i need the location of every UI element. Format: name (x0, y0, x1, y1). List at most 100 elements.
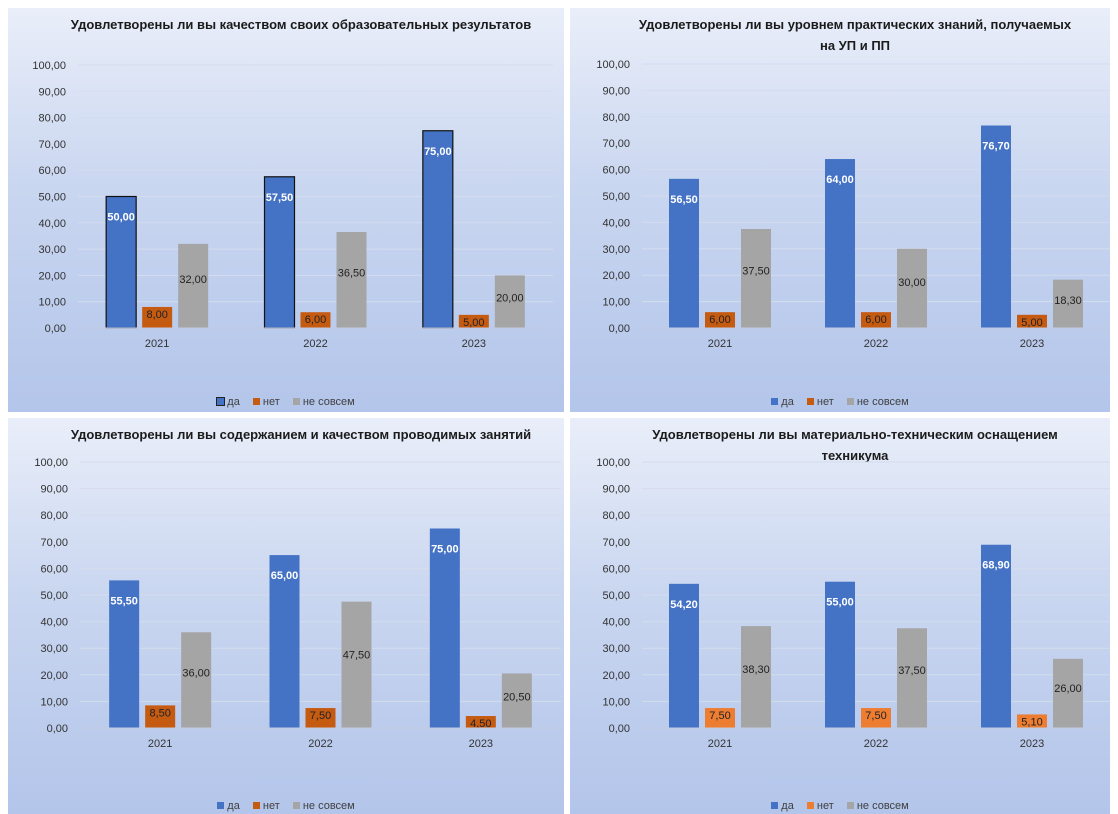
data-label: 4,50 (470, 718, 491, 730)
bar-ne-sovsem (341, 601, 372, 728)
y-tick-label: 20,00 (602, 670, 630, 682)
data-label: 20,00 (496, 292, 524, 304)
legend-swatch-ne-sovsem (846, 398, 854, 405)
chart-plot: 0,00 10,00 20,00 30,00 40,00 50,00 60,00 70,00 8… (32, 60, 553, 350)
y-tick-label: 40,00 (602, 617, 630, 629)
x-tick-label: 2022 (864, 338, 888, 350)
data-label: 55,50 (110, 595, 138, 607)
data-label: 8,00 (146, 309, 167, 321)
x-tick-label: 2023 (469, 738, 493, 750)
legend-swatch-net (806, 802, 814, 809)
chart-panel-1: Удовлетворены ли вы качеством своих обра… (8, 8, 564, 412)
bar-da (422, 130, 454, 329)
data-label: 32,00 (179, 274, 207, 286)
legend-item-da: да (771, 800, 794, 812)
bar-net (458, 314, 489, 328)
legend-item-net: нет (252, 396, 280, 408)
bar-ne-sovsem (336, 232, 367, 328)
y-tick-label: 50,00 (602, 191, 630, 203)
y-tick-label: 0,00 (609, 323, 630, 335)
bar-net (861, 312, 891, 328)
legend-swatch-da (217, 802, 225, 809)
legend-item-ne-sovsem: не совсем (846, 800, 909, 812)
legend-label-net: нет (816, 800, 834, 812)
chart-legend: да нет не совсем (570, 800, 1110, 812)
data-label: 20,50 (503, 691, 531, 703)
bar-ne-sovsem (1053, 658, 1083, 728)
x-tick-label: 2021 (145, 338, 169, 350)
bar-net (300, 312, 331, 328)
y-tick-label: 100,00 (32, 60, 66, 72)
legend-item-da: да (217, 800, 240, 812)
bar-net (1017, 314, 1047, 328)
data-label: 75,00 (424, 146, 452, 158)
data-label: 55,00 (826, 597, 854, 609)
y-tick-label: 80,00 (40, 510, 68, 522)
chart-panel-3: Удовлетворены ли вы содержанием и качест… (8, 418, 564, 814)
bar-da (669, 583, 699, 728)
x-tick-label: 2022 (303, 338, 327, 350)
bar-net (145, 705, 176, 728)
data-label: 8,50 (149, 707, 170, 719)
data-label: 7,50 (310, 710, 331, 722)
y-tick-label: 20,00 (38, 270, 66, 282)
legend-swatch-net (252, 802, 260, 809)
data-label: 54,20 (670, 599, 698, 611)
x-tick-label: 2021 (708, 738, 732, 750)
legend-label-ne-sovsem: не совсем (856, 800, 909, 812)
y-tick-label: 90,00 (38, 86, 66, 98)
legend-label-net: нет (262, 800, 280, 812)
data-label: 30,00 (898, 277, 926, 289)
x-tick-label: 2021 (708, 338, 732, 350)
y-tick-label: 50,00 (602, 590, 630, 602)
y-tick-label: 100,00 (596, 457, 630, 469)
data-label: 47,50 (343, 650, 371, 662)
legend-swatch-net (806, 398, 814, 405)
data-label: 37,50 (742, 266, 770, 278)
data-label: 56,50 (670, 194, 698, 206)
legend-label-ne-sovsem: не совсем (302, 800, 355, 812)
legend-swatch-ne-sovsem (292, 398, 300, 405)
bar-da (429, 528, 460, 728)
x-tick-label: 2022 (864, 738, 888, 750)
bar-net (1017, 714, 1047, 728)
bar-net (465, 716, 496, 728)
legend-label-da: да (227, 800, 240, 812)
y-tick-label: 0,00 (47, 723, 68, 735)
legend-item-ne-sovsem: не совсем (292, 396, 355, 408)
data-label: 5,10 (1021, 716, 1042, 728)
data-label: 5,00 (1021, 317, 1042, 329)
bar-ne-sovsem (741, 626, 771, 728)
chart-plot: 0,00 10,00 20,00 30,00 40,00 50,00 60,00 70,00 8… (34, 457, 561, 750)
y-tick-label: 100,00 (596, 59, 630, 71)
y-tick-label: 70,00 (602, 537, 630, 549)
y-tick-label: 70,00 (602, 138, 630, 150)
bar-da (825, 159, 855, 328)
bar-net (305, 708, 336, 728)
legend-item-ne-sovsem: не совсем (292, 800, 355, 812)
x-tick-label: 2022 (308, 738, 332, 750)
chart-title: Удовлетворены ли вы уровнем практических… (638, 17, 1072, 53)
bar-da (269, 555, 300, 728)
y-tick-label: 20,00 (602, 270, 630, 282)
chart-panel-4: Удовлетворены ли вы материально-техничес… (570, 418, 1110, 814)
legend-swatch-da (771, 398, 779, 405)
bar-ne-sovsem (181, 632, 212, 728)
y-tick-label: 90,00 (602, 85, 630, 97)
y-tick-label: 0,00 (609, 723, 630, 735)
chart-panel-2: Удовлетворены ли вы уровнем практических… (570, 8, 1110, 412)
bar-ne-sovsem (178, 243, 209, 328)
data-label: 68,90 (982, 560, 1010, 572)
legend-item-da: да (771, 396, 794, 408)
legend-label-ne-sovsem: не совсем (302, 396, 355, 408)
bar-da (981, 544, 1011, 728)
y-tick-label: 100,00 (34, 457, 68, 469)
legend-swatch-ne-sovsem (292, 802, 300, 809)
bar-ne-sovsem (501, 673, 532, 728)
data-label: 7,50 (865, 710, 886, 722)
x-tick-label: 2023 (1020, 338, 1044, 350)
y-tick-label: 40,00 (40, 617, 68, 629)
bar-ne-sovsem (1053, 279, 1083, 328)
y-tick-label: 90,00 (40, 484, 68, 496)
legend-label-da: да (227, 396, 240, 408)
